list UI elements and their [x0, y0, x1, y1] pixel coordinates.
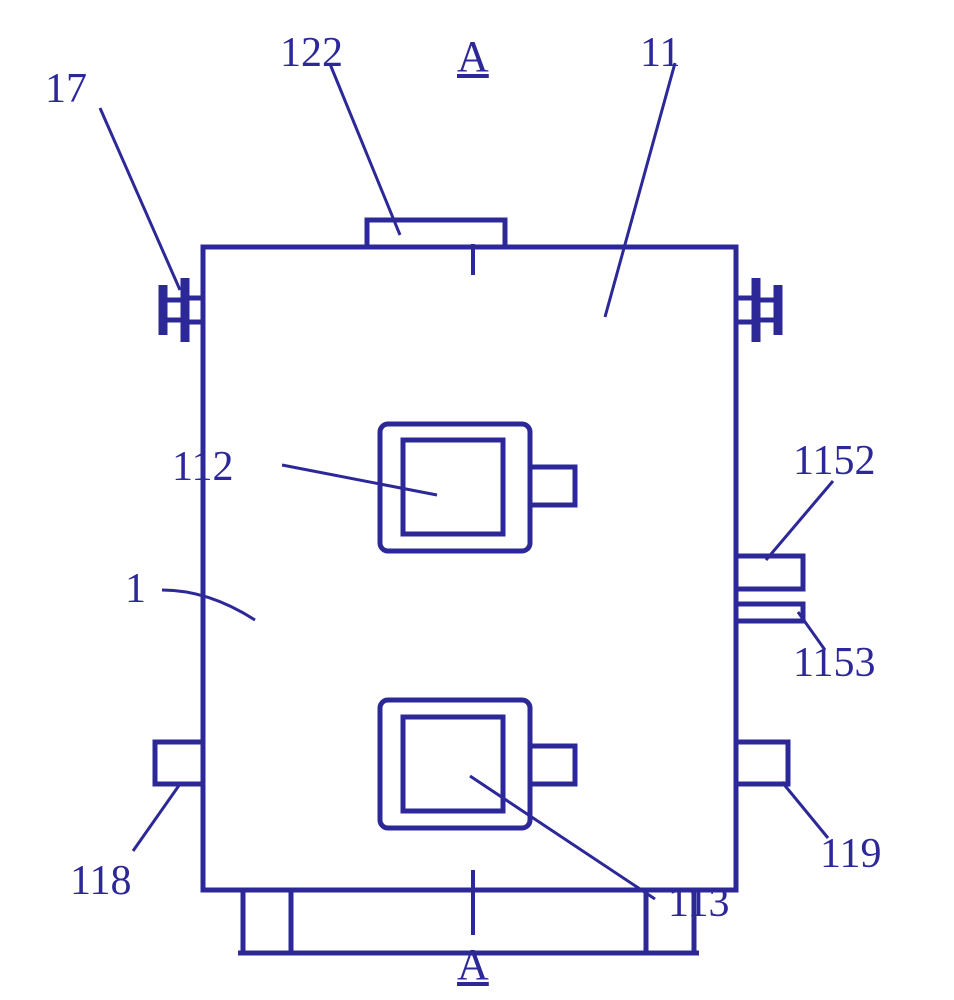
label-1: 1 — [125, 565, 146, 613]
label-112: 112 — [172, 443, 233, 491]
label-119: 119 — [820, 830, 881, 878]
label-1153: 1153 — [793, 639, 875, 687]
label-11: 11 — [640, 29, 680, 77]
label-113: 113 — [668, 879, 729, 927]
label-A-top: A — [457, 31, 489, 82]
label-118: 118 — [70, 857, 131, 905]
schematic-drawing — [0, 0, 954, 1000]
label-A-bottom: A — [457, 939, 489, 990]
label-122: 122 — [280, 29, 343, 77]
label-17: 17 — [45, 65, 87, 113]
label-1152: 1152 — [793, 437, 875, 485]
